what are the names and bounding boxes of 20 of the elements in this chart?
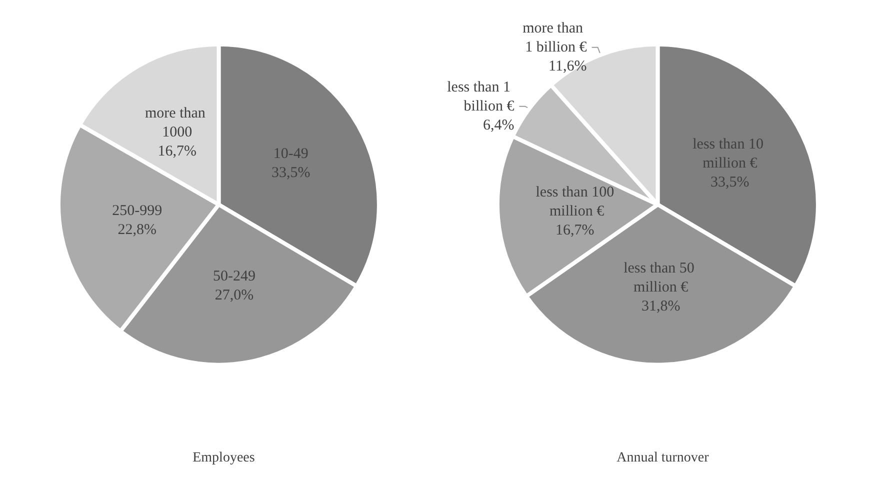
slice-label: more than 1 billion € bbox=[522, 20, 588, 56]
slice-label: 10-49 bbox=[273, 146, 308, 162]
slice-label: less than 1 billion € bbox=[447, 79, 515, 114]
text: Annual turnover bbox=[616, 450, 710, 466]
data-label: 33,5% bbox=[710, 174, 750, 190]
slice-label: less than 10 million € bbox=[692, 136, 768, 172]
data-label: 16,7% bbox=[158, 144, 196, 160]
data-label: 22,8% bbox=[118, 222, 157, 238]
slice-label: 50-249 bbox=[213, 268, 256, 285]
data-label: 31,8% bbox=[641, 298, 680, 315]
data-label: 16,7% bbox=[556, 222, 594, 239]
text: Employees bbox=[192, 450, 255, 466]
data-label: 27,0% bbox=[214, 288, 254, 304]
slice-label: less than 100 million € bbox=[536, 184, 614, 220]
data-label: 33,5% bbox=[272, 164, 310, 181]
slice-label: less than 50 million € bbox=[624, 260, 698, 296]
data-label: 6,4% bbox=[482, 117, 514, 134]
slice-label: 250-999 bbox=[112, 203, 162, 220]
slice-label: more than 1000 bbox=[145, 106, 210, 141]
data-label: 11,6% bbox=[548, 58, 587, 74]
